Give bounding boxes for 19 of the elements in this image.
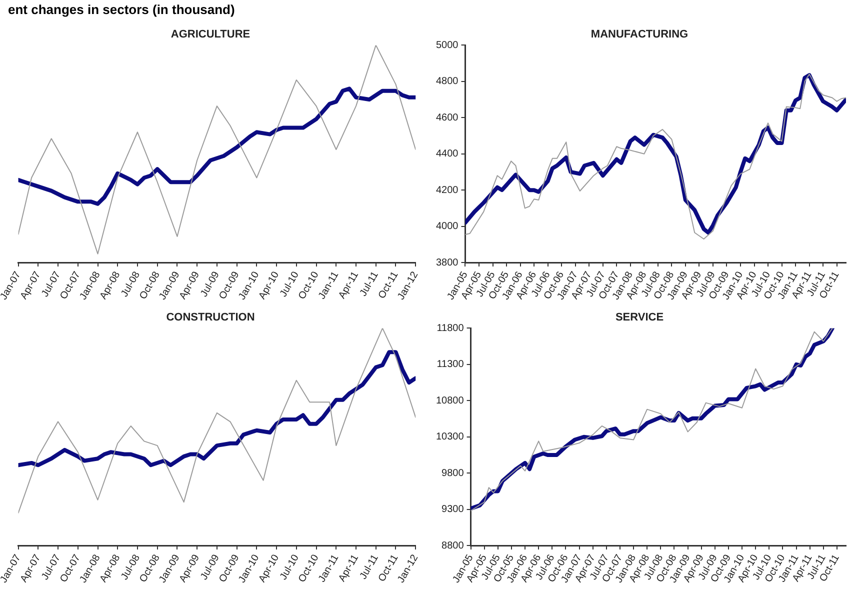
y-tick-label: 4600 <box>436 112 459 124</box>
chart-title: MANUFACTURING <box>590 28 688 41</box>
y-tick-label: 5000 <box>436 40 459 51</box>
y-tick-label: 4800 <box>436 76 459 88</box>
y-tick-label: 9300 <box>442 504 464 516</box>
y-tick-label: 11800 <box>436 322 464 334</box>
chart-title: SERVICE <box>615 312 664 324</box>
chart-title: CONSTRUCTION <box>166 312 255 324</box>
y-tick-label: 9800 <box>442 468 464 479</box>
y-tick-label: 10800 <box>436 395 464 406</box>
y-tick-label: 4000 <box>436 221 459 232</box>
y-tick-label: 4200 <box>436 184 459 196</box>
y-tick-label: 3800 <box>436 257 459 268</box>
y-tick-label: 11300 <box>436 359 464 370</box>
text: ent changes in sectors (in thousand) <box>8 1 236 19</box>
y-tick-label: 10300 <box>436 432 464 443</box>
chart-title: AGRICULTURE <box>170 28 250 41</box>
y-tick-label: 8800 <box>442 540 464 552</box>
y-tick-label: 4400 <box>436 148 459 160</box>
